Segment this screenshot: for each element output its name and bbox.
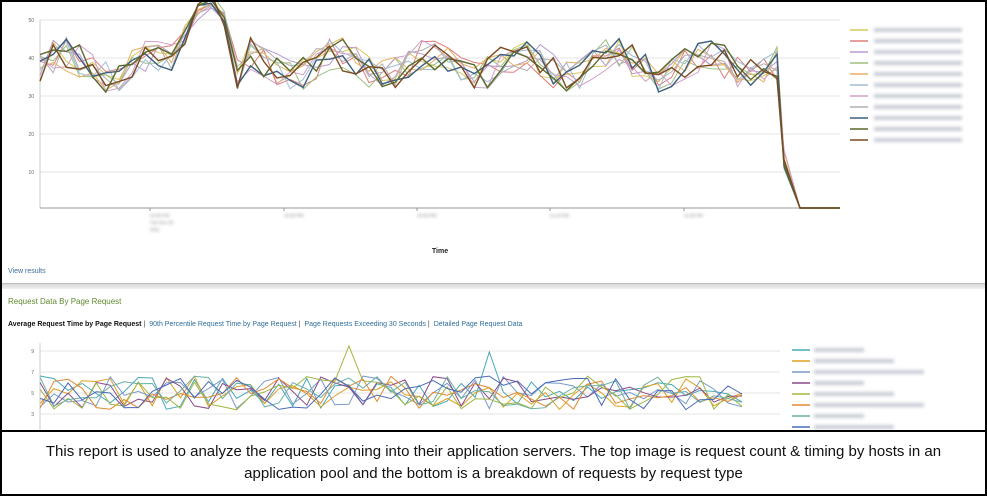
legend-label-blurred	[814, 403, 924, 407]
legend-label-blurred	[814, 381, 864, 385]
legend-label-blurred	[874, 39, 962, 43]
caption-box: This report is used to analyze the reque…	[2, 430, 985, 494]
legend-label-blurred	[814, 348, 864, 352]
legend-label-blurred	[814, 392, 894, 396]
series-line	[39, 344, 743, 411]
y-tick-label: 3	[31, 412, 34, 418]
legend-label-blurred	[874, 83, 962, 87]
tab-separator: |	[298, 321, 301, 328]
y-tick-label: 50	[28, 18, 34, 24]
series-line	[39, 2, 840, 209]
x-tick-label: 11:30 PM	[684, 213, 703, 218]
legend-label-blurred	[874, 50, 962, 54]
y-tick-label: 10	[28, 170, 34, 176]
legend-label-blurred	[814, 359, 894, 363]
tab-average-request-time[interactable]: Average Request Time by Page Request	[8, 321, 142, 328]
tab-exceeding-30-seconds[interactable]: Page Requests Exceeding 30 Seconds	[304, 321, 426, 328]
series-line	[39, 5, 840, 209]
series-line	[39, 3, 840, 209]
y-tick-label: 9	[31, 349, 34, 355]
x-tick-label: 11:15 PM	[550, 213, 569, 218]
request-count-line-chart: 50 40 30 20 10 10:30 PM 10:45 PM 10:00 PM 11:15 …	[28, 2, 962, 255]
legend-label-blurred	[814, 370, 924, 374]
series-line	[39, 3, 840, 209]
y-tick-label: 7	[31, 370, 34, 376]
series-line	[39, 3, 840, 209]
section-separator	[2, 283, 985, 289]
x-tick-label: 10:45 PM	[284, 213, 304, 218]
request-time-line-chart: 9 7 5 3	[31, 343, 924, 430]
legend-label-blurred	[814, 414, 864, 418]
series-line	[39, 7, 840, 209]
tab-separator: |	[143, 321, 146, 328]
x-tick-sublabel: 2011	[150, 227, 160, 232]
legend-label-blurred	[874, 94, 962, 98]
tab-detailed-page-request-data[interactable]: Detailed Page Request Data	[433, 321, 523, 328]
y-tick-label: 30	[28, 94, 34, 100]
tab-90th-percentile[interactable]: 90th Percentile Request Time by Page Req…	[149, 321, 297, 328]
y-tick-label: 40	[28, 56, 34, 62]
legend-label-blurred	[874, 61, 962, 65]
series-line	[39, 7, 840, 209]
section-title: Request Data By Page Request	[8, 297, 122, 306]
series-line	[39, 2, 840, 209]
series-line	[39, 376, 743, 409]
x-tick-label: 10:30 PM	[150, 213, 170, 218]
x-tick-sublabel: Tue Nov 29	[150, 220, 174, 225]
x-tick-label: 10:00 PM	[417, 213, 437, 218]
legend-label-blurred	[874, 127, 962, 131]
series-line	[39, 2, 840, 209]
legend-label-blurred	[874, 105, 962, 109]
legend-label-blurred	[874, 138, 962, 142]
series-line	[39, 2, 840, 209]
legend-label-blurred	[814, 425, 894, 429]
view-results-link[interactable]: View results	[8, 268, 46, 275]
legend-label-blurred	[874, 116, 962, 120]
x-axis-label: Time	[432, 248, 448, 255]
series-line	[39, 375, 743, 411]
y-tick-label: 5	[31, 391, 34, 397]
report-tabs: Average Request Time by Page Request | 90…	[8, 321, 522, 328]
legend-label-blurred	[874, 28, 962, 32]
series-line	[39, 350, 743, 410]
tab-separator: |	[427, 321, 430, 328]
legend-label-blurred	[874, 72, 962, 76]
caption-text: This report is used to analyze the reque…	[45, 443, 942, 482]
y-tick-label: 20	[28, 132, 34, 138]
series-line	[39, 375, 743, 410]
series-line	[39, 375, 743, 410]
series-line	[39, 2, 840, 209]
